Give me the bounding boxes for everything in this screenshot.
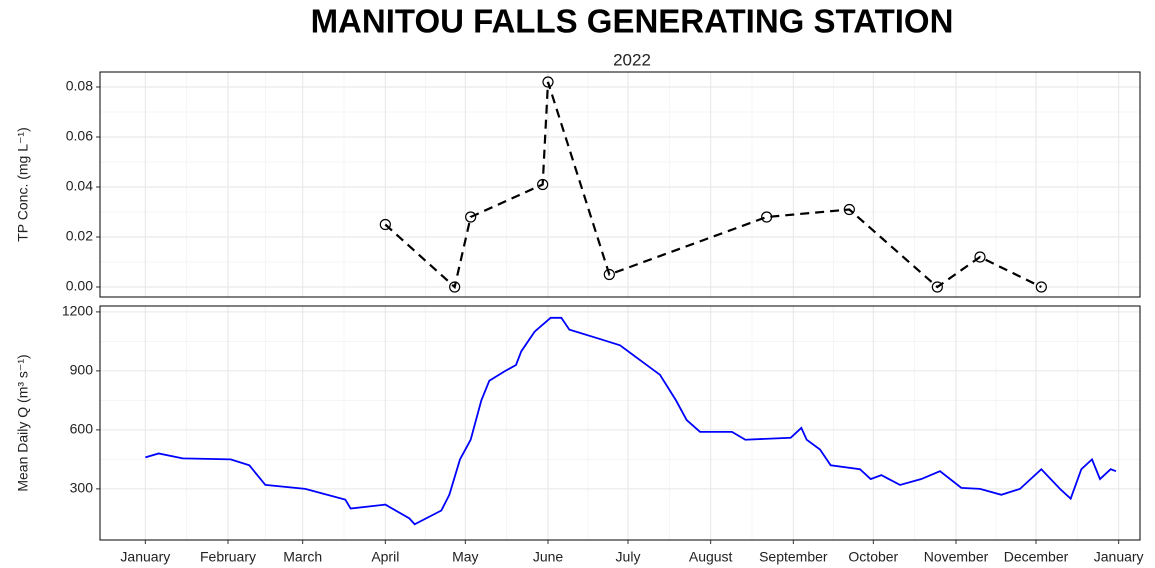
y-axis-label: Mean Daily Q (m³ s⁻¹) [15,354,31,491]
data-line [384,81,1042,290]
data-point [931,281,943,293]
y-tick-label: 0.04 [66,178,93,194]
data-point [379,218,391,231]
data-point [465,211,477,223]
x-tick-label: April [371,549,399,565]
x-tick-label: January [1094,549,1144,565]
y-tick-label: 0.08 [66,78,93,94]
y-tick-label: 0.00 [66,278,93,294]
y-axis-label: TP Conc. (mg L⁻¹) [15,127,31,242]
y-tick-label: 1200 [62,303,93,319]
data-point [974,251,986,263]
data-line [145,316,1117,526]
x-tick-label: September [759,549,828,565]
data-point [603,268,615,281]
panel-border [99,305,1141,541]
y-tick-label: 0.02 [66,228,93,244]
x-tick-label: March [283,549,322,565]
y-tick-label: 300 [70,480,94,496]
data-point [542,76,554,88]
x-tick-label: January [120,549,170,565]
x-tick-label: May [452,549,478,565]
x-tick-label: December [1004,549,1069,565]
y-tick-label: 0.06 [66,128,93,144]
panel-border [99,71,1141,298]
data-point [761,211,773,223]
y-tick-label: 900 [70,362,94,378]
x-tick-label: February [200,549,256,565]
chart-title: MANITOU FALLS GENERATING STATION [311,3,954,40]
x-tick-label: October [848,549,898,565]
data-point [449,281,461,293]
data-point [1035,281,1047,293]
x-tick-label: August [689,549,733,565]
x-tick-label: July [616,549,641,565]
chart-subtitle: 2022 [613,50,651,69]
x-tick-label: November [924,549,989,565]
x-tick-label: June [533,549,564,565]
y-tick-label: 600 [70,421,94,437]
data-point [843,203,855,216]
data-point [537,178,549,191]
